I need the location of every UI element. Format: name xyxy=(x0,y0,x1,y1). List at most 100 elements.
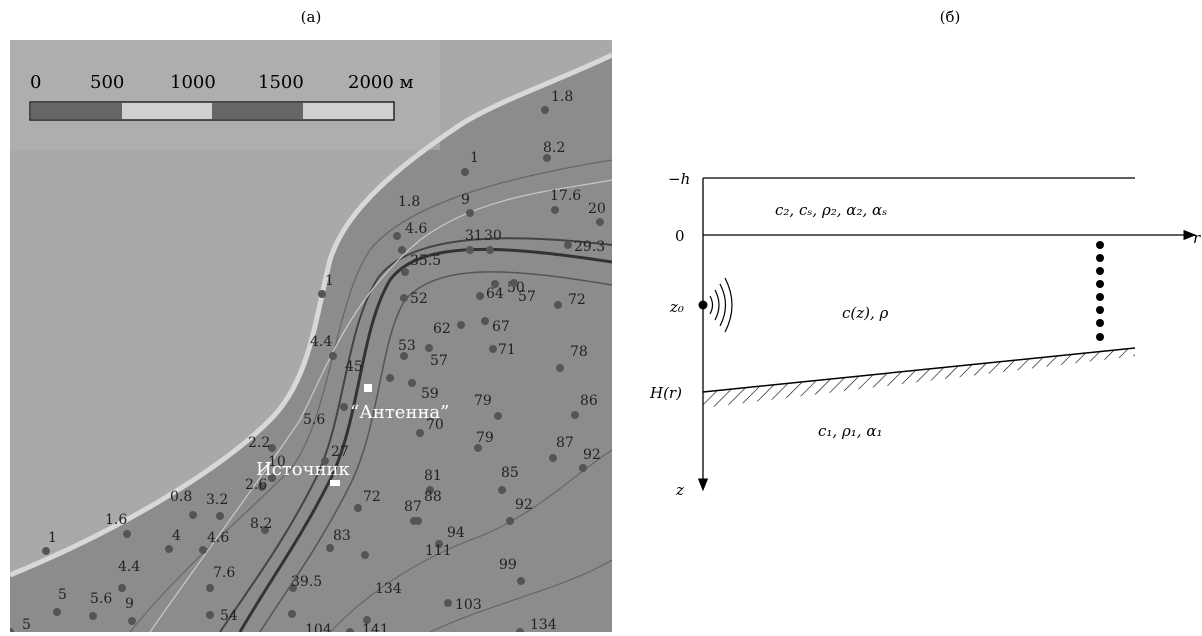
depth-label: 39.5 xyxy=(291,574,322,590)
depth-point xyxy=(199,546,207,554)
depth-label: 29.3 xyxy=(574,239,605,255)
scale-label: 1500 xyxy=(258,72,304,93)
depth-point xyxy=(289,584,297,592)
depth-point xyxy=(123,530,131,538)
scale-label: 1000 xyxy=(170,72,216,93)
depth-point xyxy=(189,511,197,519)
depth-label: 1 xyxy=(325,273,334,289)
depth-label: 67 xyxy=(492,319,510,335)
diagram xyxy=(697,177,1197,492)
depth-label: 99 xyxy=(499,557,517,573)
depth-point xyxy=(206,584,214,592)
depth-label: 5 xyxy=(58,587,67,603)
depth-point xyxy=(551,206,559,214)
depth-label: 4 xyxy=(172,528,181,544)
depth-label: 87 xyxy=(404,499,422,515)
depth-point xyxy=(363,616,371,624)
depth-label: 92 xyxy=(583,447,601,463)
depth-point xyxy=(346,628,354,632)
depth-label: 86 xyxy=(580,393,598,409)
depth-point xyxy=(318,290,326,298)
depth-label: 104 xyxy=(305,622,332,632)
depth-label: 71 xyxy=(498,342,516,358)
depth-point xyxy=(386,374,394,382)
depth-label: 7.6 xyxy=(213,565,235,581)
depth-label: 17.6 xyxy=(550,188,581,204)
depth-label: 54 xyxy=(220,608,238,624)
depth-point xyxy=(53,608,61,616)
depth-point xyxy=(457,321,465,329)
depth-label: 70 xyxy=(426,417,444,433)
depth-point xyxy=(216,512,224,520)
depth-point xyxy=(564,241,572,249)
depth-label: 94 xyxy=(447,525,465,541)
depth-point xyxy=(466,209,474,217)
depth-label: 78 xyxy=(570,344,588,360)
depth-label: 53 xyxy=(398,338,416,354)
r-axis-label: r xyxy=(1193,229,1201,247)
depth-point xyxy=(10,628,14,632)
depth-label: 1.8 xyxy=(551,89,573,105)
depth-point xyxy=(165,545,173,553)
depth-point xyxy=(361,551,369,559)
depth-point xyxy=(425,344,433,352)
z-axis-label: z xyxy=(675,481,684,499)
depth-label: 103 xyxy=(455,597,482,613)
depth-label: 8.2 xyxy=(543,140,565,156)
depth-label: 2.6 xyxy=(245,477,267,493)
depth-label: 20 xyxy=(588,201,606,217)
depth-point xyxy=(474,444,482,452)
depth-point xyxy=(206,611,214,619)
upper-layer-label: c₂, cₛ, ρ₂, α₂, αₛ xyxy=(775,201,887,219)
depth-label: 111 xyxy=(425,543,452,559)
depth-label: 79 xyxy=(476,430,494,446)
depth-label: 31 xyxy=(465,228,483,244)
depth-point xyxy=(516,628,524,632)
source-label: Источник xyxy=(256,459,350,480)
antenna-label: “Антенна” xyxy=(350,402,449,423)
depth-point xyxy=(400,352,408,360)
map: 0 500 1000 1500 2000 м 1.88.219 17.61.84.6203… xyxy=(10,40,612,632)
depth-label: 85 xyxy=(501,465,519,481)
depth-point xyxy=(416,429,424,437)
depth-point xyxy=(543,154,551,162)
depth-label: 35.5 xyxy=(410,253,441,269)
depth-label: 88 xyxy=(424,489,442,505)
depth-label: 4.4 xyxy=(310,334,332,350)
depth-label: 57 xyxy=(518,289,536,305)
depth-label: 92 xyxy=(515,497,533,513)
depth-point xyxy=(541,106,549,114)
panel-label: (a) xyxy=(301,8,322,26)
depth-point xyxy=(426,486,434,494)
depth-point xyxy=(461,168,469,176)
depth-label: 81 xyxy=(424,468,442,484)
minus-h-label: −h xyxy=(668,170,690,188)
depth-point xyxy=(268,444,276,452)
depth-point xyxy=(128,617,136,625)
depth-point xyxy=(340,403,348,411)
depth-label: 8.2 xyxy=(250,516,272,532)
depth-label: 4.6 xyxy=(207,530,229,546)
depth-label: 10 xyxy=(268,454,286,470)
depth-point xyxy=(258,483,266,491)
depth-point xyxy=(554,301,562,309)
depth-label: 4.4 xyxy=(118,559,140,575)
depth-point xyxy=(444,599,452,607)
depth-point xyxy=(466,246,474,254)
depth-point xyxy=(401,268,409,276)
depth-point xyxy=(498,486,506,494)
depth-label: 62 xyxy=(433,321,451,337)
depth-point xyxy=(481,317,489,325)
zero-label: 0 xyxy=(675,227,685,245)
depth-point xyxy=(556,364,564,372)
depth-label: 134 xyxy=(530,617,557,632)
depth-point xyxy=(268,474,276,482)
depth-label: 1.8 xyxy=(398,194,420,210)
depth-label: 64 xyxy=(486,286,504,302)
depth-label: 30 xyxy=(484,228,502,244)
depth-point xyxy=(354,504,362,512)
lower-layer-label: c₁, ρ₁, α₁ xyxy=(818,422,882,440)
depth-label: 1 xyxy=(48,530,57,546)
depth-point xyxy=(261,526,269,534)
